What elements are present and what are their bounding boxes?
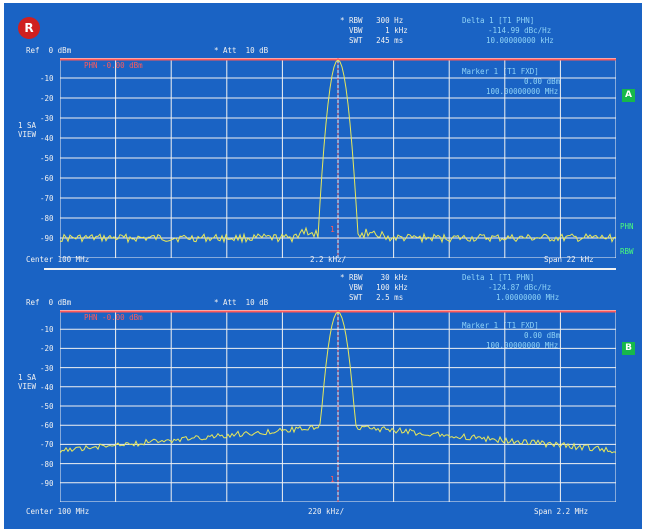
- bottom-attenuation: * Att 10 dB: [214, 298, 269, 307]
- panel-divider: [44, 268, 616, 270]
- y-axis-tick-label: -60: [40, 421, 54, 431]
- top-rbw-setting: * RBW 300 Hz: [340, 16, 404, 25]
- y-axis-tick-label: -80: [40, 459, 54, 469]
- top-view-mode-2: VIEW: [18, 130, 37, 139]
- trace-b-badge[interactable]: B: [622, 342, 635, 355]
- bottom-delta-marker-symbol: 1: [330, 475, 335, 484]
- top-right-label-phn: PHN: [620, 222, 634, 231]
- y-axis-tick-label: -60: [40, 174, 54, 183]
- trace-a-badge[interactable]: A: [622, 89, 635, 102]
- bottom-marker-level: 0.00 dBm: [524, 331, 561, 340]
- top-spectrum-plot[interactable]: 1: [60, 58, 616, 258]
- y-axis-tick-label: -40: [40, 134, 54, 143]
- spectrum-analyzer-screen: R * RBW 300 Hz VBW 1 kHz SWT 245 ms Delt…: [4, 3, 642, 529]
- bottom-span-per-div: 220 kHz/: [308, 507, 345, 516]
- y-axis-tick-label: -70: [40, 440, 54, 450]
- y-axis-tick-label: -10: [40, 74, 54, 83]
- top-ref-level: Ref 0 dBm: [26, 46, 72, 55]
- y-axis-tick-label: -30: [40, 363, 54, 373]
- y-axis-tick-label: -40: [40, 382, 54, 392]
- top-marker-freq: 100.00000000 MHz: [486, 87, 559, 96]
- top-center-frequency: Center 100 MHz: [26, 255, 90, 264]
- top-delta-marker-freq: 10.00000000 kHz: [486, 36, 554, 45]
- brand-logo: R: [18, 17, 40, 39]
- top-span-per-div: 2.2 kHz/: [310, 255, 347, 264]
- bottom-spectrum-plot[interactable]: 1: [60, 310, 616, 502]
- bottom-rbw-setting: * RBW 30 kHz: [340, 273, 408, 282]
- bottom-vbw-setting: VBW 100 kHz: [340, 283, 408, 292]
- y-axis-tick-label: -30: [40, 114, 54, 123]
- top-span: Span 22 kHz: [544, 255, 594, 264]
- y-axis-tick-label: -50: [40, 154, 54, 163]
- top-swt-setting: SWT 245 ms: [340, 36, 404, 45]
- top-delta-marker-level: -114.99 dBc/Hz: [488, 26, 552, 35]
- y-axis-tick-label: -20: [40, 344, 54, 354]
- top-delta-marker-title: Delta 1 [T1 PHN]: [462, 16, 535, 25]
- top-delta-marker-symbol: 1: [330, 225, 335, 234]
- y-axis-tick-label: -80: [40, 214, 54, 223]
- bottom-ref-marker-label: PHN -0.00 dBm: [84, 313, 143, 322]
- bottom-marker-title: Marker 1 [T1 FXD]: [462, 321, 539, 330]
- bottom-delta-marker-title: Delta 1 [T1 PHN]: [462, 273, 535, 282]
- top-right-label-rbw: RBW: [620, 247, 634, 256]
- bottom-ref-level: Ref 0 dBm: [26, 298, 72, 307]
- bottom-marker-freq: 100.00000000 MHz: [486, 341, 559, 350]
- top-attenuation: * Att 10 dB: [214, 46, 269, 55]
- bottom-delta-marker-level: -124.87 dBc/Hz: [488, 283, 552, 292]
- top-ref-marker-label: PHN -0.00 dBm: [84, 61, 143, 70]
- bottom-swt-setting: SWT 2.5 ms: [340, 293, 404, 302]
- y-axis-tick-label: -20: [40, 94, 54, 103]
- bottom-delta-marker-freq: 1.00000000 MHz: [496, 293, 560, 302]
- top-marker-title: Marker 1 [T1 FXD]: [462, 67, 539, 76]
- y-axis-tick-label: -90: [40, 478, 54, 488]
- y-axis-tick-label: -50: [40, 402, 54, 411]
- bottom-view-mode-1: 1 SA: [18, 373, 37, 382]
- y-axis-tick-label: -70: [40, 194, 54, 203]
- bottom-center-frequency: Center 100 MHz: [26, 507, 90, 516]
- top-vbw-setting: VBW 1 kHz: [340, 26, 408, 35]
- top-view-mode-1: 1 SA: [18, 121, 37, 130]
- bottom-span: Span 2.2 MHz: [534, 507, 589, 516]
- y-axis-tick-label: -10: [40, 325, 54, 335]
- bottom-view-mode-2: VIEW: [18, 382, 37, 391]
- y-axis-tick-label: -90: [40, 234, 54, 243]
- top-marker-level: 0.00 dBm: [524, 77, 561, 86]
